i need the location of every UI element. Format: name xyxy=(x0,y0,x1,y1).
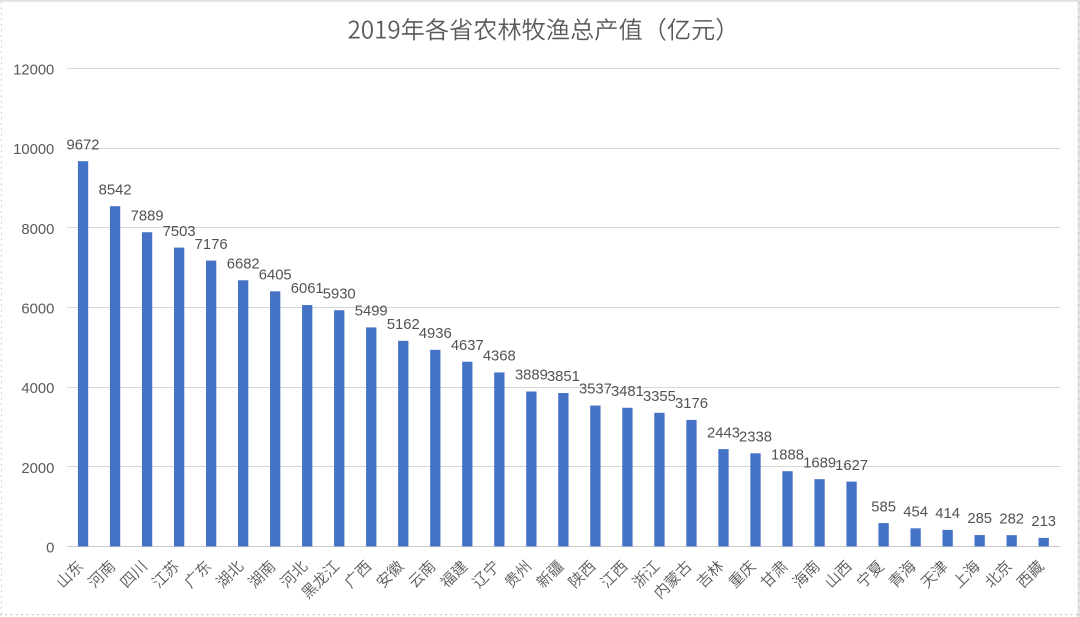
svg-text:7889: 7889 xyxy=(131,208,164,224)
svg-text:213: 213 xyxy=(1031,514,1056,530)
svg-text:585: 585 xyxy=(871,499,896,515)
svg-text:1689: 1689 xyxy=(803,455,836,471)
svg-text:3355: 3355 xyxy=(643,389,676,405)
svg-text:285: 285 xyxy=(967,511,992,527)
svg-text:7503: 7503 xyxy=(163,224,196,240)
svg-text:8542: 8542 xyxy=(99,182,132,198)
svg-text:2338: 2338 xyxy=(739,430,772,446)
svg-text:3851: 3851 xyxy=(547,369,580,385)
svg-text:3481: 3481 xyxy=(611,384,644,400)
svg-text:5499: 5499 xyxy=(355,304,388,320)
svg-text:6061: 6061 xyxy=(291,281,324,297)
svg-text:4936: 4936 xyxy=(419,326,452,342)
svg-text:414: 414 xyxy=(935,506,960,522)
svg-text:10000: 10000 xyxy=(13,142,54,158)
svg-text:1627: 1627 xyxy=(835,458,868,474)
svg-text:6000: 6000 xyxy=(21,301,54,317)
svg-text:4637: 4637 xyxy=(451,338,484,354)
svg-text:2000: 2000 xyxy=(21,461,54,477)
svg-text:6405: 6405 xyxy=(259,268,292,284)
svg-text:4368: 4368 xyxy=(483,349,516,365)
svg-text:282: 282 xyxy=(999,511,1024,527)
svg-text:8000: 8000 xyxy=(21,222,54,238)
svg-text:4000: 4000 xyxy=(21,381,54,397)
svg-text:12000: 12000 xyxy=(13,63,54,79)
svg-text:7176: 7176 xyxy=(195,237,228,253)
svg-text:5162: 5162 xyxy=(387,317,420,333)
svg-text:2443: 2443 xyxy=(707,425,740,441)
svg-text:5930: 5930 xyxy=(323,286,356,302)
svg-text:3176: 3176 xyxy=(675,396,708,412)
svg-text:3889: 3889 xyxy=(515,368,548,384)
svg-text:3537: 3537 xyxy=(579,382,612,398)
svg-text:0: 0 xyxy=(46,540,54,556)
svg-text:454: 454 xyxy=(903,505,928,521)
svg-text:9672: 9672 xyxy=(67,137,100,153)
svg-text:1888: 1888 xyxy=(771,447,804,463)
svg-text:6682: 6682 xyxy=(227,257,260,273)
